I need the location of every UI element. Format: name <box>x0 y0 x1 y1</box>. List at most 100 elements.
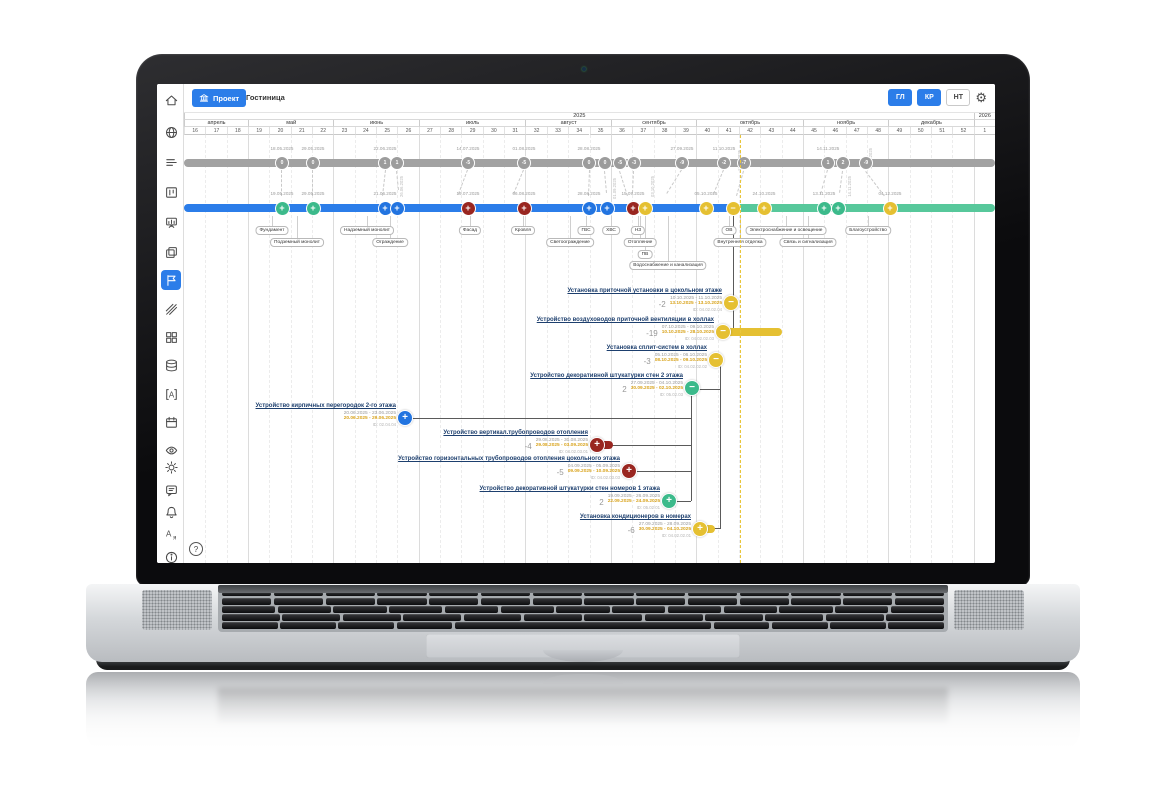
sidebar-item-theme[interactable] <box>161 457 181 477</box>
task-bar[interactable] <box>597 441 613 449</box>
task-title[interactable]: Установка кондиционеров в номерах <box>579 514 691 520</box>
baseline-milestone[interactable]: 2 <box>836 156 850 170</box>
baseline-milestone[interactable]: 0 <box>275 156 289 170</box>
workgroup-chip[interactable]: Водоснабжение и канализация <box>629 261 707 270</box>
task-milestone-green[interactable]: + <box>661 493 677 509</box>
task-row[interactable]: Устройство воздуховодов приточной вентил… <box>537 317 714 341</box>
baseline-milestone[interactable]: 1 <box>821 156 835 170</box>
workgroup-chip[interactable]: НЗ <box>630 226 646 235</box>
gl-button[interactable]: ГЛ <box>888 89 913 106</box>
baseline-milestone[interactable]: 0 <box>582 156 596 170</box>
task-row[interactable]: Установка сплит-систем в холлах -3 05.10.2… <box>607 345 707 369</box>
workgroup-chip[interactable]: Подземный монолит <box>270 238 324 247</box>
help-button[interactable]: ? <box>189 542 203 556</box>
task-row[interactable]: Устройство вертикал.трубопроводов отопле… <box>443 430 588 454</box>
task-row[interactable]: Устройство горизонтальных трубопроводов … <box>398 456 620 480</box>
plan-milestone-yellow[interactable]: + <box>882 200 898 216</box>
task-title[interactable]: Установка приточной установки в цокольно… <box>567 288 722 294</box>
nt-button[interactable]: НТ <box>946 89 971 106</box>
plan-milestone-green[interactable]: + <box>816 200 832 216</box>
workgroup-chip[interactable]: Благоустройство <box>845 226 891 235</box>
settings-gear-icon[interactable]: ⚙ <box>975 90 987 105</box>
task-row[interactable]: Установка кондиционеров в номерах -6 27.09… <box>580 514 691 538</box>
task-title[interactable]: Устройство кирпичных перегородок 2-го эт… <box>255 403 396 409</box>
sidebar-item-kanban[interactable] <box>161 182 181 202</box>
plan-milestone-green[interactable]: + <box>274 200 290 216</box>
task-milestone-yellow[interactable]: − <box>723 295 739 311</box>
sidebar-item-flag[interactable] <box>161 270 181 290</box>
task-title[interactable]: Устройство декоративной штукатурки стен … <box>530 373 683 379</box>
sidebar-item-copy[interactable] <box>161 242 181 262</box>
sidebar-item-home[interactable] <box>161 90 181 110</box>
workgroup-chip[interactable]: Связь и сигнализация <box>779 238 837 247</box>
task-milestone-yellow[interactable]: + <box>692 521 708 537</box>
kr-button[interactable]: КР <box>917 89 942 106</box>
baseline-milestone[interactable]: -3 <box>627 156 641 170</box>
plan-milestone-yellow[interactable]: + <box>756 200 772 216</box>
workgroup-chip[interactable]: ОВ <box>721 226 737 235</box>
workgroup-chip[interactable]: ХВС <box>602 226 620 235</box>
plan-milestone-yellow[interactable]: − <box>725 200 741 216</box>
task-title[interactable]: Устройство воздуховодов приточной вентил… <box>536 317 714 323</box>
workgroup-chip[interactable]: Надземный монолит <box>339 226 395 235</box>
baseline-milestone[interactable]: -5 <box>613 156 627 170</box>
task-row[interactable]: Устройство декоративной штукатурки стен … <box>480 486 660 510</box>
task-title[interactable]: Установка сплит-систем в холлах <box>606 345 707 351</box>
baseline-milestone[interactable]: -2 <box>717 156 731 170</box>
plan-milestone-red[interactable]: + <box>460 200 476 216</box>
baseline-milestone[interactable]: -5 <box>461 156 475 170</box>
sidebar-item-bell[interactable] <box>161 502 181 522</box>
workgroup-chip[interactable]: Отопление <box>623 238 657 247</box>
task-milestone-red[interactable]: + <box>621 463 637 479</box>
task-title[interactable]: Устройство декоративной штукатурки стен … <box>479 486 660 492</box>
sidebar-item-eye[interactable] <box>161 440 181 460</box>
task-milestone-green[interactable]: − <box>684 380 700 396</box>
plan-milestone-red[interactable]: + <box>625 200 641 216</box>
task-title[interactable]: Устройство горизонтальных трубопроводов … <box>398 456 620 462</box>
sidebar-item-info[interactable] <box>161 547 181 563</box>
plan-bar-forecast[interactable] <box>733 204 995 212</box>
task-row[interactable]: Установка приточной установки в цокольно… <box>567 288 722 312</box>
plan-milestone-green[interactable]: + <box>305 200 321 216</box>
baseline-milestone[interactable]: -5 <box>517 156 531 170</box>
sidebar-item-grid[interactable] <box>161 327 181 347</box>
sidebar-item-chart-board[interactable] <box>161 212 181 232</box>
workgroup-chip[interactable]: Фундамент <box>255 226 289 235</box>
sidebar-item-comment[interactable] <box>161 480 181 500</box>
plan-milestone-yellow[interactable]: + <box>637 200 653 216</box>
sidebar-item-database[interactable] <box>161 355 181 375</box>
plan-milestone-blue[interactable]: + <box>581 200 597 216</box>
workgroup-chip[interactable]: Ограждение <box>372 238 408 247</box>
task-row[interactable]: Устройство кирпичных перегородок 2-го эт… <box>256 403 396 427</box>
task-milestone-yellow[interactable]: − <box>708 352 724 368</box>
workgroup-chip[interactable]: Электроснабжение и освещение <box>745 226 827 235</box>
sidebar-item-text-a[interactable]: A <box>161 384 181 404</box>
baseline-milestone[interactable]: -9 <box>675 156 689 170</box>
sidebar-item-calendar[interactable] <box>161 412 181 432</box>
workgroup-chip[interactable]: ПВ <box>637 250 653 259</box>
task-row[interactable]: Устройство декоративной штукатурки стен … <box>530 373 683 397</box>
baseline-milestone[interactable]: 0 <box>306 156 320 170</box>
plan-milestone-blue[interactable]: + <box>599 200 615 216</box>
workgroup-chip[interactable]: Фасад <box>458 226 482 235</box>
workgroup-chip[interactable]: Светоограждение <box>546 238 594 247</box>
workgroup-chip[interactable]: ГВС <box>577 226 595 235</box>
task-milestone-yellow[interactable]: − <box>715 324 731 340</box>
task-milestone-red[interactable]: + <box>589 437 605 453</box>
sidebar-item-levels[interactable] <box>161 152 181 172</box>
sidebar-item-globe[interactable] <box>161 122 181 142</box>
baseline-milestone[interactable]: 0 <box>598 156 612 170</box>
baseline-milestone[interactable]: -9 <box>859 156 873 170</box>
task-milestone-blue[interactable]: + <box>397 410 413 426</box>
task-title[interactable]: Устройство вертикал.трубопроводов отопле… <box>443 430 588 436</box>
plan-milestone-blue[interactable]: + <box>389 200 405 216</box>
plan-milestone-green[interactable]: + <box>830 200 846 216</box>
workgroup-chip[interactable]: Кровля <box>511 226 535 235</box>
plan-milestone-red[interactable]: + <box>516 200 532 216</box>
plan-milestone-yellow[interactable]: + <box>698 200 714 216</box>
sidebar-item-hatch[interactable] <box>161 299 181 319</box>
plan-bar-actual[interactable] <box>184 204 733 212</box>
baseline-milestone[interactable]: 1 <box>390 156 404 170</box>
task-bar[interactable] <box>723 328 782 336</box>
